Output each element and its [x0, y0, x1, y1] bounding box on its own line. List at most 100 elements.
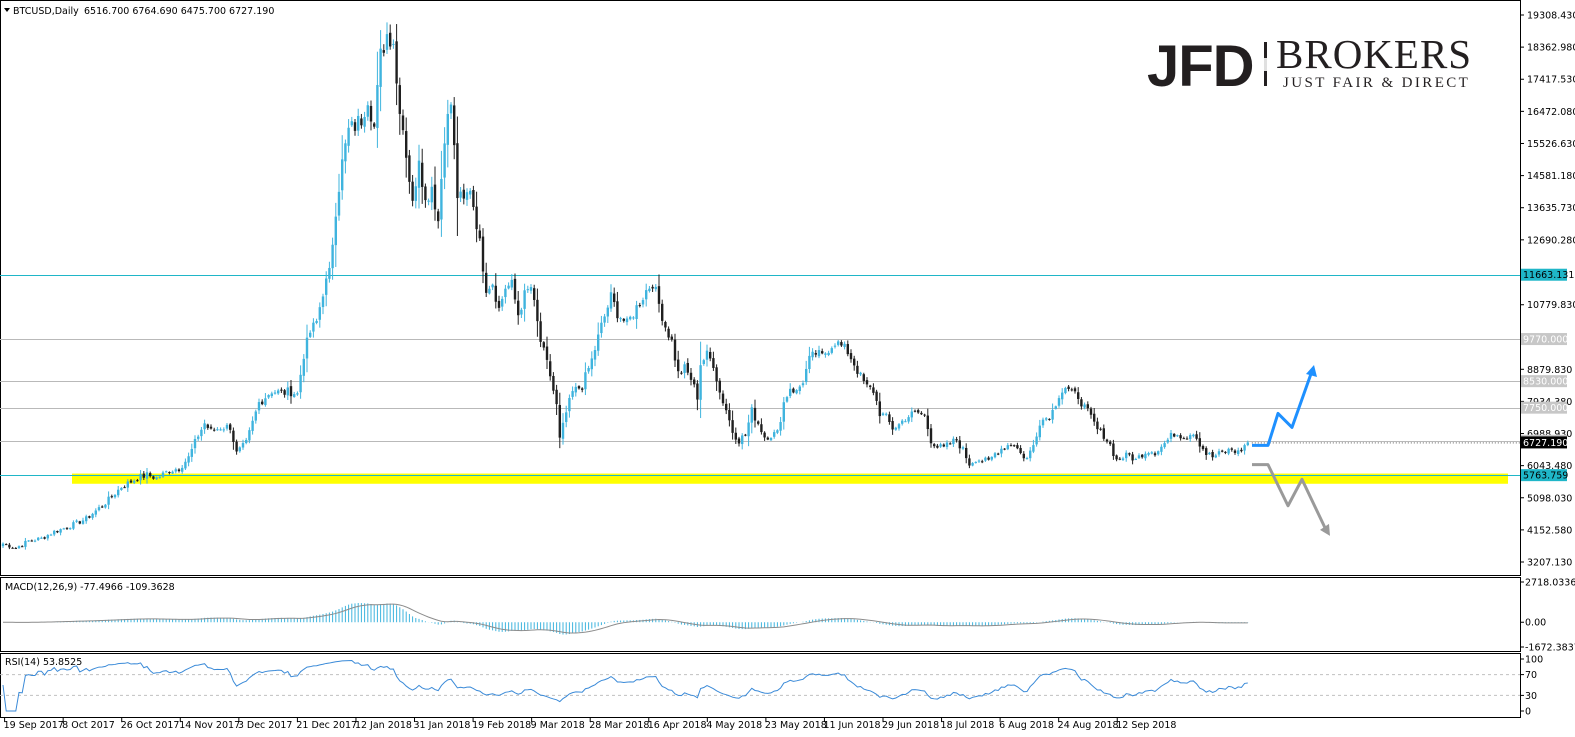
candle-bull	[811, 351, 814, 358]
candle-bull	[325, 278, 328, 295]
candle-bull	[1243, 445, 1246, 451]
candle-bull	[443, 143, 446, 178]
candle-bear	[869, 385, 872, 387]
candle-bear	[1096, 421, 1099, 430]
candle-bear	[229, 424, 232, 430]
candle-bull	[629, 316, 632, 320]
candle-bull	[254, 411, 257, 421]
candle-bull	[504, 288, 507, 298]
candle-bull	[299, 374, 302, 393]
candle-bear	[475, 206, 478, 230]
candle-bull	[1032, 445, 1035, 452]
candle-bear	[1131, 454, 1134, 461]
candle-bear	[696, 383, 699, 400]
candle-bull	[773, 432, 776, 437]
candle-bull	[523, 290, 526, 309]
candle-bull	[561, 422, 565, 439]
candle-bear	[1086, 404, 1089, 409]
candle-bear	[709, 351, 712, 359]
symbol-dropdown-icon[interactable]	[4, 8, 10, 12]
price-pane-frame	[0, 0, 1521, 576]
jfd-brokers-logo: JFD BROKERS JUST FAIR & DIRECT	[1147, 31, 1471, 99]
candle-bear	[1009, 445, 1013, 447]
candle-bear	[677, 359, 680, 372]
candle-bear	[497, 300, 501, 308]
candle-bull	[993, 453, 997, 458]
candle-bear	[433, 184, 437, 210]
candle-bull	[1208, 452, 1211, 455]
candle-bull	[366, 105, 369, 117]
time-tick-label: 14 Nov 2017	[179, 720, 240, 731]
candle-bear	[987, 457, 990, 460]
macd-tick-label: 0.00	[1525, 618, 1546, 629]
level-7750-price-tag	[1521, 401, 1567, 414]
candle-bear	[872, 387, 875, 393]
candle-bear	[14, 548, 17, 550]
candle-bear	[581, 388, 584, 390]
candle-bull	[1041, 419, 1045, 426]
candle-bull	[641, 300, 645, 305]
candle-bull	[347, 127, 350, 146]
candle-bull	[440, 178, 443, 220]
candle-bear	[933, 444, 936, 447]
candle-bull	[427, 200, 430, 202]
candle-bull	[33, 540, 37, 542]
candle-bear	[1118, 458, 1121, 460]
candle-bear	[517, 300, 520, 316]
candle-bear	[481, 236, 485, 272]
candle-bear	[56, 530, 59, 533]
candle-bull	[961, 447, 965, 449]
candle-bear	[152, 476, 155, 479]
candle-bear	[533, 288, 536, 300]
candle-bear	[766, 437, 769, 440]
candle-bull	[798, 386, 801, 391]
candle-bull	[62, 528, 65, 530]
price-tick-label: 17417.530	[1527, 75, 1575, 86]
time-tick-label: 19 Feb 2018	[472, 720, 531, 731]
candle-bear	[920, 412, 923, 415]
candle-bear	[680, 372, 683, 374]
candle-bull	[1057, 398, 1061, 406]
candle-bear	[1128, 453, 1131, 455]
candle-bear	[555, 389, 558, 405]
candle-bull	[782, 402, 785, 422]
macd-tick-label: 2718.0336	[1525, 578, 1575, 589]
candle-bear	[917, 410, 920, 413]
candle-bull	[833, 345, 837, 347]
candle-bull	[91, 513, 94, 518]
candle-bull	[293, 394, 296, 398]
candle-bull	[977, 460, 981, 462]
candle-bull	[779, 422, 782, 431]
candle-bull	[363, 116, 366, 127]
candle-bear	[1019, 448, 1022, 454]
candle-bear	[1141, 454, 1144, 458]
candle-bull	[446, 113, 449, 145]
candle-bull	[1176, 435, 1179, 437]
candle-bull	[830, 348, 833, 353]
candle-bear	[725, 403, 728, 411]
candle-bull	[507, 285, 510, 289]
candle-bull	[181, 467, 184, 472]
candle-bull	[1137, 455, 1141, 459]
candle-bull	[488, 288, 491, 294]
time-tick-label: 16 Apr 2018	[648, 720, 707, 731]
candle-bear	[21, 546, 24, 548]
candle-bear	[1048, 418, 1051, 420]
candle-bear	[997, 453, 1000, 455]
candle-bear	[638, 305, 641, 307]
candle-bear	[232, 430, 235, 442]
rsi-line	[2, 660, 1248, 712]
level-9770-price-tag	[1521, 333, 1567, 346]
candle-bull	[312, 322, 315, 332]
candle-bear	[552, 375, 555, 391]
candle-bull	[705, 350, 709, 360]
candle-bear	[757, 421, 760, 424]
candle-bull	[1035, 436, 1038, 445]
candle-bear	[101, 506, 104, 508]
candle-bull	[59, 529, 62, 533]
candle-bear	[539, 321, 542, 342]
candle-bear	[43, 537, 46, 539]
price-tick-label: 12690.280	[1527, 235, 1575, 246]
